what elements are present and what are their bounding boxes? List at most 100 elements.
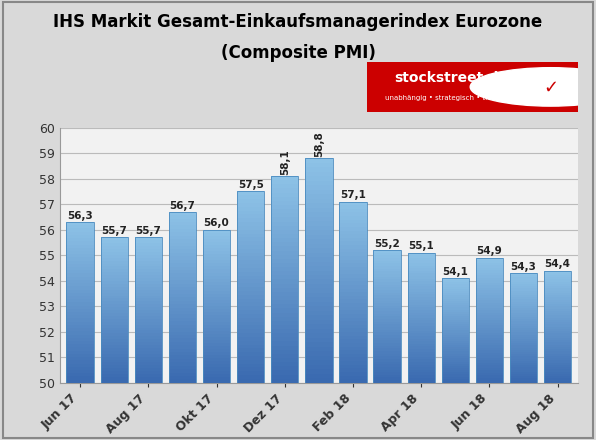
Bar	[271, 230, 299, 234]
Bar	[374, 346, 401, 348]
Bar	[442, 356, 469, 358]
Bar	[66, 354, 94, 357]
Bar	[66, 334, 94, 338]
Bar	[101, 348, 128, 351]
Bar	[442, 381, 469, 383]
Bar	[271, 222, 299, 226]
Bar	[237, 375, 264, 379]
Bar	[305, 221, 333, 226]
Bar	[305, 216, 333, 221]
Bar	[135, 246, 162, 249]
Bar	[271, 193, 299, 197]
Bar	[442, 293, 469, 295]
Bar	[101, 281, 128, 284]
Bar	[510, 376, 537, 378]
Bar	[442, 341, 469, 343]
Bar	[66, 341, 94, 344]
Bar	[101, 313, 128, 316]
Bar	[66, 222, 94, 383]
Bar	[135, 316, 162, 319]
Bar	[510, 289, 537, 291]
Bar	[544, 291, 572, 293]
Bar	[408, 334, 435, 336]
Bar	[66, 283, 94, 286]
Bar	[510, 365, 537, 367]
Bar	[544, 374, 572, 376]
Bar	[510, 301, 537, 304]
Bar	[203, 352, 230, 355]
Bar	[374, 258, 401, 261]
Bar	[339, 213, 367, 216]
Bar	[203, 282, 230, 285]
Bar	[203, 322, 230, 325]
Bar	[305, 203, 333, 208]
Bar	[271, 350, 299, 354]
Bar	[339, 325, 367, 328]
Bar	[476, 333, 503, 335]
Bar	[271, 246, 299, 250]
Bar	[408, 365, 435, 367]
Bar	[510, 312, 537, 315]
Bar	[101, 298, 128, 301]
Bar	[169, 225, 196, 229]
Bar	[442, 335, 469, 337]
Bar	[408, 352, 435, 354]
Bar	[101, 351, 128, 354]
Bar	[66, 331, 94, 334]
Bar	[305, 279, 333, 284]
Bar	[66, 280, 94, 283]
Text: (Composite PMI): (Composite PMI)	[221, 44, 375, 62]
Bar	[408, 336, 435, 338]
Text: 55,7: 55,7	[135, 226, 162, 236]
Bar	[169, 284, 196, 287]
Bar	[237, 302, 264, 306]
Bar	[305, 342, 333, 347]
Bar	[339, 245, 367, 249]
Bar	[305, 248, 333, 253]
Bar	[203, 355, 230, 358]
Bar	[169, 277, 196, 280]
Bar	[271, 184, 299, 188]
Bar	[305, 293, 333, 297]
Bar	[442, 297, 469, 299]
Bar	[408, 268, 435, 271]
Bar	[305, 198, 333, 203]
Bar	[544, 378, 572, 381]
Bar	[169, 287, 196, 290]
Bar	[408, 344, 435, 346]
Bar	[271, 267, 299, 271]
Bar	[305, 306, 333, 311]
Bar	[237, 333, 264, 337]
Bar	[476, 338, 503, 340]
Bar	[135, 260, 162, 264]
Bar	[271, 275, 299, 279]
Bar	[135, 368, 162, 371]
Bar	[203, 331, 230, 334]
Bar	[135, 278, 162, 281]
Bar	[476, 263, 503, 265]
Bar	[237, 295, 264, 299]
Bar	[135, 342, 162, 345]
Bar	[408, 279, 435, 281]
Bar	[476, 315, 503, 318]
Bar	[305, 158, 333, 383]
Bar	[408, 357, 435, 359]
Bar	[271, 250, 299, 255]
Bar	[135, 348, 162, 351]
Bar	[237, 191, 264, 383]
Bar	[203, 264, 230, 267]
Bar	[476, 285, 503, 288]
Bar	[135, 272, 162, 275]
Bar	[339, 220, 367, 224]
Bar	[339, 365, 367, 368]
Bar	[203, 370, 230, 374]
Bar	[237, 379, 264, 383]
Bar	[135, 290, 162, 293]
Bar	[135, 258, 162, 260]
Bar	[374, 301, 401, 303]
Bar	[476, 330, 503, 333]
Bar	[169, 338, 196, 342]
Bar	[544, 293, 572, 295]
Bar	[510, 284, 537, 286]
Bar	[203, 303, 230, 306]
